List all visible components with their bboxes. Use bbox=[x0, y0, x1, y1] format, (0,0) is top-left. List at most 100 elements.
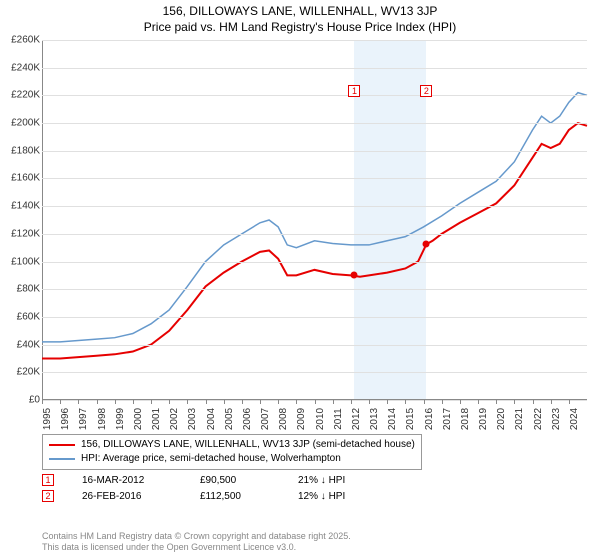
footer-line: Contains HM Land Registry data © Crown c… bbox=[42, 531, 351, 543]
x-tick-label: 2014 bbox=[387, 408, 398, 430]
x-tick bbox=[78, 400, 79, 404]
footer-line: This data is licensed under the Open Gov… bbox=[42, 542, 351, 554]
transaction-marker: 2 bbox=[42, 490, 54, 502]
x-tick-label: 2019 bbox=[478, 408, 489, 430]
x-tick-label: 2009 bbox=[296, 408, 307, 430]
legend-swatch bbox=[49, 458, 75, 460]
x-tick-label: 2004 bbox=[206, 408, 217, 430]
x-tick-label: 2012 bbox=[351, 408, 362, 430]
series-hpi bbox=[42, 93, 587, 342]
legend-swatch bbox=[49, 444, 75, 446]
transaction-row: 226-FEB-2016£112,50012% ↓ HPI bbox=[42, 490, 345, 502]
x-tick-label: 2016 bbox=[424, 408, 435, 430]
legend-row: HPI: Average price, semi-detached house,… bbox=[49, 452, 415, 466]
x-tick-label: 1995 bbox=[42, 408, 53, 430]
transaction-marker: 1 bbox=[348, 85, 360, 97]
x-tick-label: 2003 bbox=[187, 408, 198, 430]
x-tick bbox=[351, 400, 352, 404]
x-tick bbox=[442, 400, 443, 404]
x-tick bbox=[387, 400, 388, 404]
x-tick-label: 1999 bbox=[115, 408, 126, 430]
x-tick bbox=[42, 400, 43, 404]
transaction-row: 116-MAR-2012£90,50021% ↓ HPI bbox=[42, 474, 345, 486]
transaction-marker: 2 bbox=[420, 85, 432, 97]
transaction-price: £112,500 bbox=[200, 491, 270, 502]
x-tick-label: 2017 bbox=[442, 408, 453, 430]
grid-line bbox=[42, 317, 587, 318]
x-tick bbox=[206, 400, 207, 404]
x-tick bbox=[569, 400, 570, 404]
y-tick-label: £140K bbox=[0, 201, 40, 212]
x-tick-label: 2006 bbox=[242, 408, 253, 430]
x-tick-label: 2005 bbox=[224, 408, 235, 430]
x-tick bbox=[97, 400, 98, 404]
x-tick-label: 2000 bbox=[133, 408, 144, 430]
y-tick-label: £260K bbox=[0, 35, 40, 46]
transaction-dot bbox=[423, 241, 430, 248]
x-tick bbox=[333, 400, 334, 404]
x-tick-label: 2023 bbox=[551, 408, 562, 430]
x-tick-label: 2022 bbox=[533, 408, 544, 430]
plot-area: £0£20K£40K£60K£80K£100K£120K£140K£160K£1… bbox=[42, 40, 587, 400]
x-tick bbox=[260, 400, 261, 404]
y-tick-label: £20K bbox=[0, 367, 40, 378]
x-tick-label: 1996 bbox=[60, 408, 71, 430]
x-tick bbox=[369, 400, 370, 404]
grid-line bbox=[42, 151, 587, 152]
legend-label: 156, DILLOWAYS LANE, WILLENHALL, WV13 3J… bbox=[81, 438, 415, 452]
grid-line bbox=[42, 372, 587, 373]
grid-line bbox=[42, 68, 587, 69]
x-tick-label: 2024 bbox=[569, 408, 580, 430]
x-tick-label: 2020 bbox=[496, 408, 507, 430]
x-tick-label: 1998 bbox=[97, 408, 108, 430]
transaction-marker: 1 bbox=[42, 474, 54, 486]
x-tick bbox=[169, 400, 170, 404]
legend-row: 156, DILLOWAYS LANE, WILLENHALL, WV13 3J… bbox=[49, 438, 415, 452]
x-tick bbox=[405, 400, 406, 404]
grid-line bbox=[42, 123, 587, 124]
grid-line bbox=[42, 345, 587, 346]
chart-container: 156, DILLOWAYS LANE, WILLENHALL, WV13 3J… bbox=[0, 0, 600, 560]
x-tick-label: 2013 bbox=[369, 408, 380, 430]
x-tick-label: 2007 bbox=[260, 408, 271, 430]
x-tick bbox=[224, 400, 225, 404]
x-tick bbox=[187, 400, 188, 404]
x-tick-label: 2018 bbox=[460, 408, 471, 430]
x-tick bbox=[460, 400, 461, 404]
grid-line bbox=[42, 289, 587, 290]
grid-line bbox=[42, 40, 587, 41]
x-tick bbox=[514, 400, 515, 404]
x-tick-label: 2021 bbox=[514, 408, 525, 430]
y-tick-label: £0 bbox=[0, 395, 40, 406]
x-tick bbox=[133, 400, 134, 404]
y-tick-label: £40K bbox=[0, 339, 40, 350]
x-tick-label: 2001 bbox=[151, 408, 162, 430]
transaction-delta: 21% ↓ HPI bbox=[298, 475, 345, 486]
y-tick-label: £120K bbox=[0, 228, 40, 239]
x-tick-label: 1997 bbox=[78, 408, 89, 430]
x-tick bbox=[496, 400, 497, 404]
transaction-date: 26-FEB-2016 bbox=[82, 491, 172, 502]
x-tick bbox=[551, 400, 552, 404]
chart-lines bbox=[42, 40, 587, 400]
x-tick-label: 2008 bbox=[278, 408, 289, 430]
y-tick-label: £60K bbox=[0, 311, 40, 322]
transaction-date: 16-MAR-2012 bbox=[82, 475, 172, 486]
x-tick-label: 2015 bbox=[405, 408, 416, 430]
x-tick bbox=[533, 400, 534, 404]
legend: 156, DILLOWAYS LANE, WILLENHALL, WV13 3J… bbox=[42, 434, 587, 470]
footer: Contains HM Land Registry data © Crown c… bbox=[42, 531, 351, 554]
grid-line bbox=[42, 95, 587, 96]
y-tick-label: £200K bbox=[0, 118, 40, 129]
x-tick bbox=[151, 400, 152, 404]
x-tick bbox=[296, 400, 297, 404]
y-tick-label: £160K bbox=[0, 173, 40, 184]
x-tick bbox=[424, 400, 425, 404]
x-tick bbox=[115, 400, 116, 404]
grid-line bbox=[42, 262, 587, 263]
x-tick bbox=[242, 400, 243, 404]
chart-subtitle: Price paid vs. HM Land Registry's House … bbox=[0, 20, 600, 34]
x-tick bbox=[60, 400, 61, 404]
grid-line bbox=[42, 234, 587, 235]
chart-title: 156, DILLOWAYS LANE, WILLENHALL, WV13 3J… bbox=[0, 0, 600, 20]
